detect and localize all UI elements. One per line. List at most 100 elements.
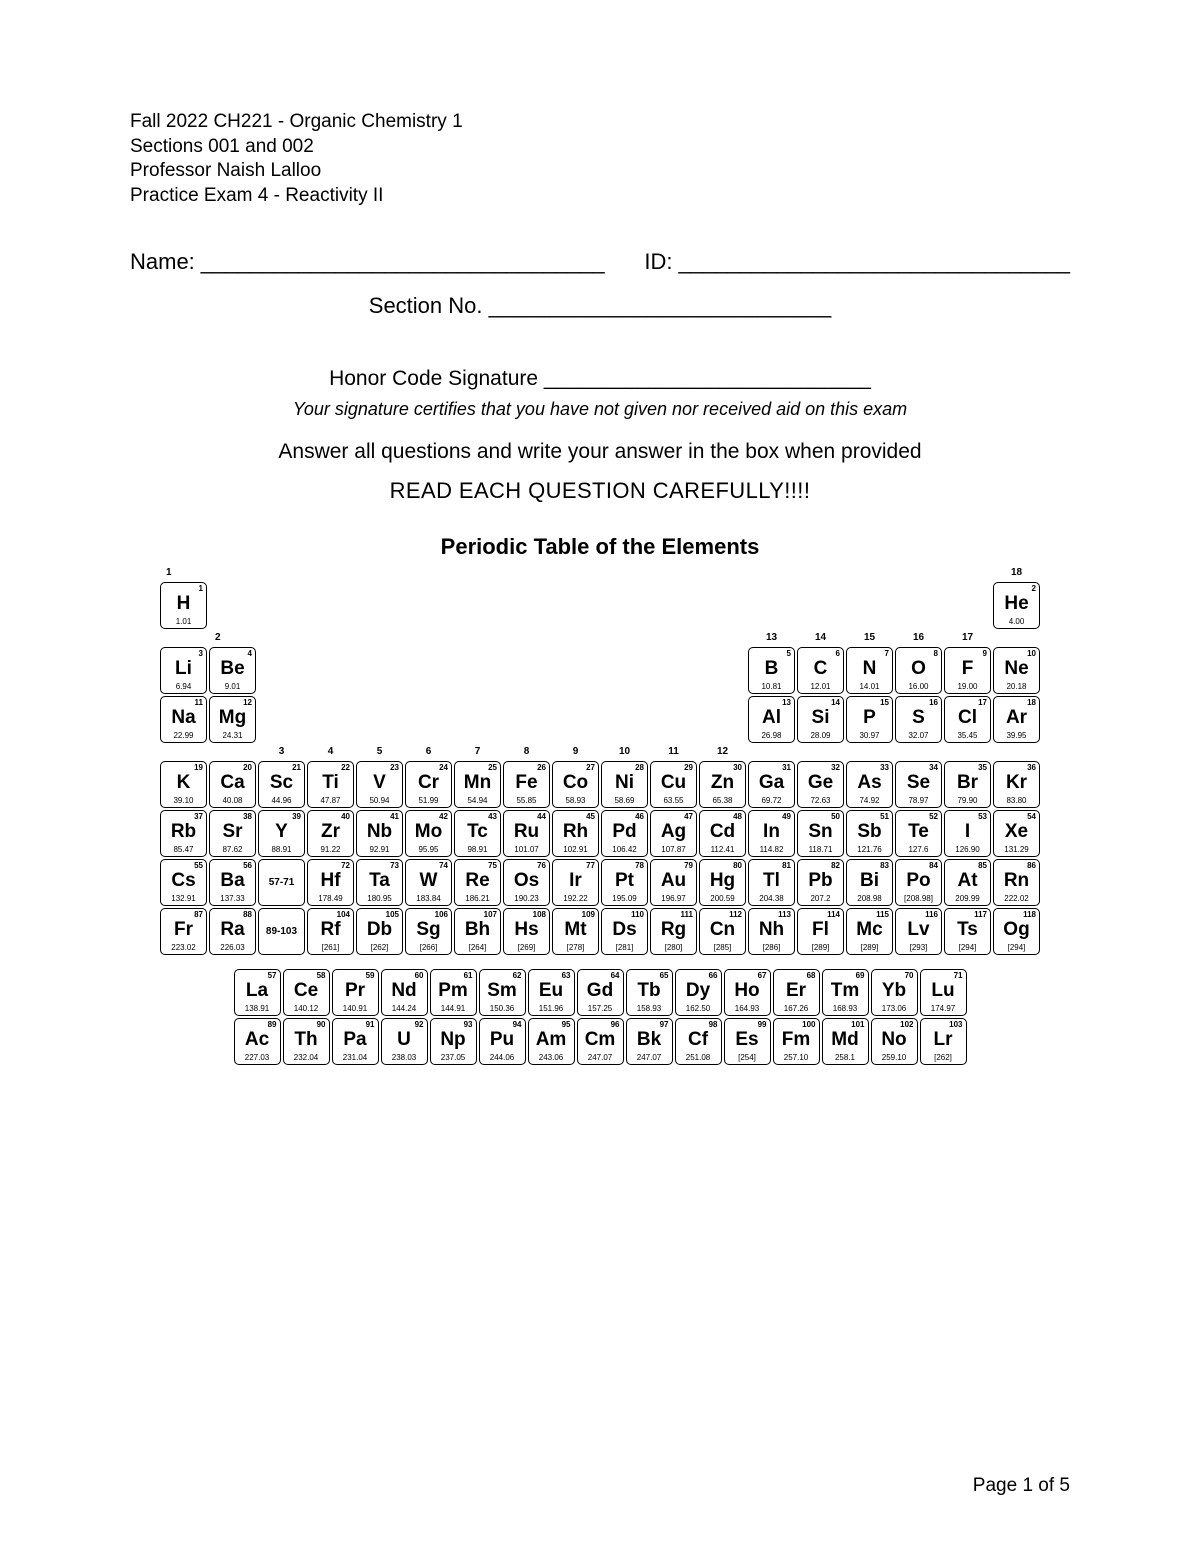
- atomic-number: 99: [758, 1021, 767, 1029]
- atomic-mass: 106.42: [602, 846, 647, 854]
- element-cell: 40Zr91.22: [307, 810, 354, 857]
- element-cell: 82Pb207.2: [797, 859, 844, 906]
- atomic-number: 48: [733, 813, 742, 821]
- element-cell: 8O16.00: [895, 647, 942, 694]
- atomic-mass: [285]: [700, 944, 745, 952]
- atomic-mass: 209.99: [945, 895, 990, 903]
- element-symbol: Be: [210, 659, 255, 678]
- atomic-number: 68: [807, 972, 816, 980]
- element-symbol: Ti: [308, 773, 353, 792]
- element-symbol: Bi: [847, 871, 892, 890]
- element-cell: 4Be9.01: [209, 647, 256, 694]
- atomic-mass: 223.02: [161, 944, 206, 952]
- element-cell: 45Rh102.91: [552, 810, 599, 857]
- atomic-mass: 121.76: [847, 846, 892, 854]
- honor-blank[interactable]: ____________________________: [544, 367, 871, 390]
- atomic-mass: 227.03: [235, 1054, 280, 1062]
- atomic-mass: 195.09: [602, 895, 647, 903]
- element-cell: 50Sn118.71: [797, 810, 844, 857]
- atomic-mass: 35.45: [945, 732, 990, 740]
- element-symbol: Cu: [651, 773, 696, 792]
- atomic-number: 18: [1027, 699, 1036, 707]
- atomic-number: 103: [949, 1021, 962, 1029]
- element-cell: 96Cm247.07: [577, 1018, 624, 1065]
- atomic-number: 91: [366, 1021, 375, 1029]
- atomic-mass: 69.72: [749, 797, 794, 805]
- atomic-number: 33: [880, 764, 889, 772]
- element-cell: 37Rb85.47: [160, 810, 207, 857]
- element-cell: 91Pa231.04: [332, 1018, 379, 1065]
- element-symbol: Ir: [553, 871, 598, 890]
- element-symbol: Al: [749, 708, 794, 727]
- atomic-number: 107: [484, 911, 497, 919]
- element-cell: 99Es[254]: [724, 1018, 771, 1065]
- atomic-mass: 40.08: [210, 797, 255, 805]
- periodic-table: Periodic Table of the Elements 118213141…: [130, 534, 1070, 1065]
- element-symbol: Cl: [945, 708, 990, 727]
- element-symbol: O: [896, 659, 941, 678]
- element-cell: 32Ge72.63: [797, 761, 844, 808]
- group-label: 6: [405, 745, 452, 759]
- atomic-number: 115: [876, 911, 889, 919]
- atomic-mass: [262]: [357, 944, 402, 952]
- element-symbol: Ge: [798, 773, 843, 792]
- atomic-number: 44: [537, 813, 546, 821]
- element-cell: 57La138.91: [234, 969, 281, 1016]
- atomic-mass: 72.63: [798, 797, 843, 805]
- element-symbol: Pm: [431, 981, 476, 1000]
- element-cell: 46Pd106.42: [601, 810, 648, 857]
- element-cell: 90Th232.04: [283, 1018, 330, 1065]
- atomic-number: 86: [1027, 862, 1036, 870]
- element-symbol: Dy: [676, 981, 721, 1000]
- element-cell: 13Al26.98: [748, 696, 795, 743]
- atomic-mass: 173.06: [872, 1005, 917, 1013]
- atomic-number: 81: [782, 862, 791, 870]
- group-label: 10: [601, 745, 648, 759]
- atomic-mass: 55.85: [504, 797, 549, 805]
- element-symbol: Ta: [357, 871, 402, 890]
- name-blank[interactable]: _________________________________: [201, 249, 605, 275]
- atomic-number: 22: [341, 764, 350, 772]
- atomic-number: 16: [929, 699, 938, 707]
- element-cell: 35Br79.90: [944, 761, 991, 808]
- atomic-number: 105: [386, 911, 399, 919]
- group-label: 16: [895, 631, 942, 645]
- atomic-mass: [266]: [406, 944, 451, 952]
- element-symbol: Pt: [602, 871, 647, 890]
- atomic-number: 117: [974, 911, 987, 919]
- group-label: 12: [699, 745, 746, 759]
- atomic-number: 65: [660, 972, 669, 980]
- id-blank[interactable]: ________________________________: [678, 249, 1070, 275]
- atomic-number: 37: [194, 813, 203, 821]
- element-cell: 70Yb173.06: [871, 969, 918, 1016]
- element-cell: 88Ra226.03: [209, 908, 256, 955]
- atomic-number: 62: [513, 972, 522, 980]
- atomic-number: 6: [836, 650, 840, 658]
- element-cell: 7N14.01: [846, 647, 893, 694]
- atomic-mass: 88.91: [259, 846, 304, 854]
- element-symbol: Ba: [210, 871, 255, 890]
- element-symbol: Sm: [480, 981, 525, 1000]
- atomic-mass: 4.00: [994, 618, 1039, 626]
- element-cell: 1H1.01: [160, 582, 207, 629]
- element-cell: 106Sg[266]: [405, 908, 452, 955]
- element-cell: 26Fe55.85: [503, 761, 550, 808]
- atomic-mass: 144.91: [431, 1005, 476, 1013]
- element-symbol: W: [406, 871, 451, 890]
- atomic-mass: 158.93: [627, 1005, 672, 1013]
- section-blank[interactable]: ____________________________: [489, 293, 832, 318]
- atomic-number: 101: [851, 1021, 864, 1029]
- atomic-number: 75: [488, 862, 497, 870]
- element-symbol: Sr: [210, 822, 255, 841]
- element-cell: 98Cf251.08: [675, 1018, 722, 1065]
- atomic-number: 58: [317, 972, 326, 980]
- atomic-mass: 174.97: [921, 1005, 966, 1013]
- atomic-mass: 192.22: [553, 895, 598, 903]
- element-cell: 105Db[262]: [356, 908, 403, 955]
- element-symbol: Pr: [333, 981, 378, 1000]
- atomic-number: 110: [631, 911, 644, 919]
- element-symbol: Na: [161, 708, 206, 727]
- atomic-mass: 157.25: [578, 1005, 623, 1013]
- element-cell: 28Ni58.69: [601, 761, 648, 808]
- element-symbol: As: [847, 773, 892, 792]
